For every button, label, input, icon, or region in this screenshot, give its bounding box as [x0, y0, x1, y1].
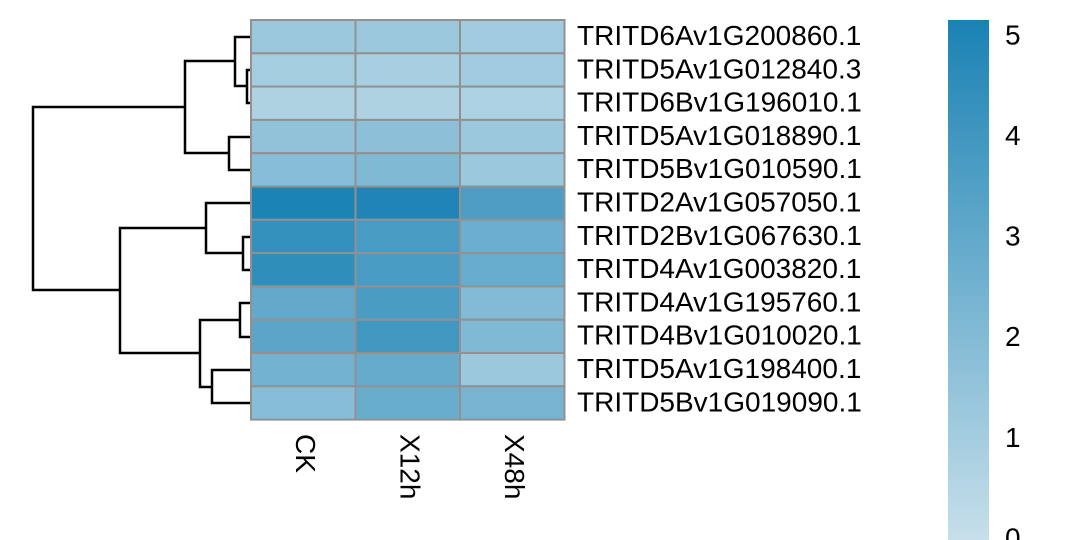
- heatmap-cell: [354, 118, 461, 155]
- column-label: CK: [290, 434, 321, 473]
- heatmap-cell: [459, 385, 566, 421]
- colorbar: [948, 20, 989, 540]
- heatmap-cell: [459, 85, 566, 121]
- row-label: TRITD6Av1G200860.1: [577, 20, 861, 51]
- heatmap-cell: [354, 385, 461, 421]
- heatmap-cell: [354, 85, 461, 121]
- row-label: TRITD6Bv1G196010.1: [577, 87, 862, 118]
- heatmap-cell: [250, 318, 357, 355]
- row-label: TRITD2Bv1G067630.1: [577, 220, 862, 251]
- dendrogram: [31, 35, 250, 405]
- heatmap-cell: [250, 152, 357, 188]
- heatmap-cell: [459, 352, 566, 388]
- row-label: TRITD5Bv1G010590.1: [577, 153, 862, 184]
- heatmap-cell: [459, 218, 566, 255]
- heatmap-cell: [459, 152, 566, 188]
- heatmap-cell: [250, 118, 357, 155]
- heatmap-cell: [354, 152, 461, 188]
- heatmap-cell: [250, 252, 357, 288]
- heatmap-cell: [250, 52, 357, 88]
- heatmap-cell: [354, 352, 461, 388]
- heatmap-cell: [354, 318, 461, 355]
- heatmap-cell: [354, 218, 461, 255]
- heatmap-cell: [459, 285, 566, 321]
- heatmap-cell: [354, 19, 461, 55]
- heatmap-cell: [459, 252, 566, 288]
- colorbar-tick-label: 2: [1005, 321, 1021, 352]
- row-label: TRITD4Av1G003820.1: [577, 253, 861, 284]
- heatmap-cell: [459, 19, 566, 55]
- heatmap-cell: [250, 385, 357, 421]
- heatmap-cell: [459, 118, 566, 155]
- row-label: TRITD4Av1G195760.1: [577, 286, 861, 317]
- row-label: TRITD2Av1G057050.1: [577, 187, 861, 218]
- heatmap-cell: [250, 185, 357, 221]
- row-label: TRITD5Bv1G019090.1: [577, 386, 862, 417]
- heatmap-cell: [459, 52, 566, 88]
- heatmap: [250, 19, 566, 421]
- heatmap-cell: [354, 252, 461, 288]
- colorbar-tick-label: 1: [1005, 422, 1021, 453]
- heatmap-cell: [250, 218, 357, 255]
- heatmap-cell: [354, 285, 461, 321]
- heatmap-cell: [354, 185, 461, 221]
- heatmap-cell: [250, 19, 357, 55]
- colorbar-tick-label: 0: [1005, 522, 1021, 540]
- row-label: TRITD5Av1G198400.1: [577, 353, 861, 384]
- row-label: TRITD4Bv1G010020.1: [577, 320, 862, 351]
- row-label: TRITD5Av1G012840.3: [577, 53, 861, 84]
- heatmap-cell: [250, 85, 357, 121]
- heatmap-cell: [459, 318, 566, 355]
- heatmap-cell: [250, 285, 357, 321]
- colorbar-tick-label: 4: [1005, 120, 1021, 151]
- colorbar-tick-label: 5: [1005, 19, 1021, 50]
- column-label: X12h: [394, 434, 425, 499]
- heatmap-cell: [354, 52, 461, 88]
- heatmap-cell: [250, 352, 357, 388]
- column-label: X48h: [499, 434, 530, 499]
- heatmap-cell: [459, 185, 566, 221]
- colorbar-tick-label: 3: [1005, 221, 1021, 252]
- row-label: TRITD5Av1G018890.1: [577, 120, 861, 151]
